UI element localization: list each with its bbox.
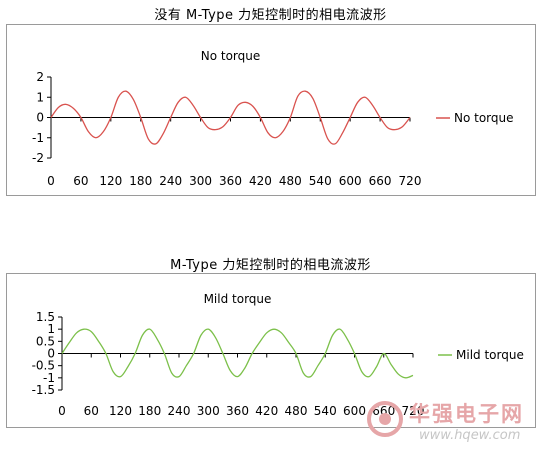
x-tick-label: 0 (58, 404, 66, 418)
x-tick-label: 540 (314, 404, 337, 418)
x-tick-label: 660 (372, 404, 395, 418)
y-tick-label: 2 (36, 70, 44, 84)
x-tick-label: 300 (197, 404, 220, 418)
y-tick-label: -1 (43, 371, 55, 385)
series-line (61, 328, 414, 379)
x-tick-label: 300 (189, 174, 212, 188)
y-tick-label: 0 (36, 111, 44, 125)
x-tick-label: 540 (309, 174, 332, 188)
x-tick-label: 420 (255, 404, 278, 418)
x-tick-label: 660 (369, 174, 392, 188)
x-tick-label: 60 (73, 174, 88, 188)
x-tick-label: 0 (47, 174, 55, 188)
x-tick-label: 240 (168, 404, 191, 418)
x-tick-label: 120 (99, 174, 122, 188)
watermark-brand: 华强电子网 (409, 402, 524, 426)
x-tick-label: 600 (339, 174, 362, 188)
y-tick-label: -1 (32, 131, 44, 145)
chart-panel-no-torque: No torque 2 1 0 -1 -2 0 60 120 180 240 300 360 420 480… (6, 24, 536, 196)
x-tick-label: 180 (138, 404, 161, 418)
y-tick-label: 1.5 (36, 310, 55, 324)
y-tick-label: -1.5 (32, 383, 55, 397)
y-tick-label: -2 (32, 151, 44, 165)
y-tick-label: 0.5 (36, 334, 55, 348)
x-tick-label: 720 (399, 174, 422, 188)
x-tick-label: 360 (219, 174, 242, 188)
y-tick-label: 1 (36, 90, 44, 104)
chart-title: No torque (201, 49, 261, 63)
x-tick-label: 120 (109, 404, 132, 418)
y-tick-label: 1 (47, 322, 55, 336)
chart-title: Mild torque (204, 292, 272, 306)
y-tick-label: -0.5 (32, 359, 55, 373)
watermark-logo: 华强电子网 www.hqew.com (367, 401, 524, 443)
x-tick-label: 600 (343, 404, 366, 418)
x-tick-label: 420 (249, 174, 272, 188)
y-tick-label: 0 (47, 347, 55, 361)
x-tick-label: 180 (129, 174, 152, 188)
x-tick-label: 720 (402, 404, 425, 418)
legend-label: No torque (454, 111, 514, 125)
x-tick-label: 480 (279, 174, 302, 188)
chart-panel-mild-torque: Mild torque 1.5 1 0.5 0 -0.5 -1 -1.5 0 60 120 180 24… (6, 273, 536, 428)
x-tick-label: 360 (226, 404, 249, 418)
bottom-caption: M-Type 力矩控制时的相电流波形 (170, 258, 371, 273)
x-tick-label: 480 (285, 404, 308, 418)
legend-label: Mild torque (456, 348, 524, 362)
watermark-url: www.hqew.com (419, 428, 520, 443)
x-tick-label: 240 (159, 174, 182, 188)
x-tick-label: 60 (84, 404, 99, 418)
top-caption: 没有 M-Type 力矩控制时的相电流波形 (154, 8, 387, 23)
series-line (50, 90, 411, 145)
watermark-icon (367, 401, 403, 437)
